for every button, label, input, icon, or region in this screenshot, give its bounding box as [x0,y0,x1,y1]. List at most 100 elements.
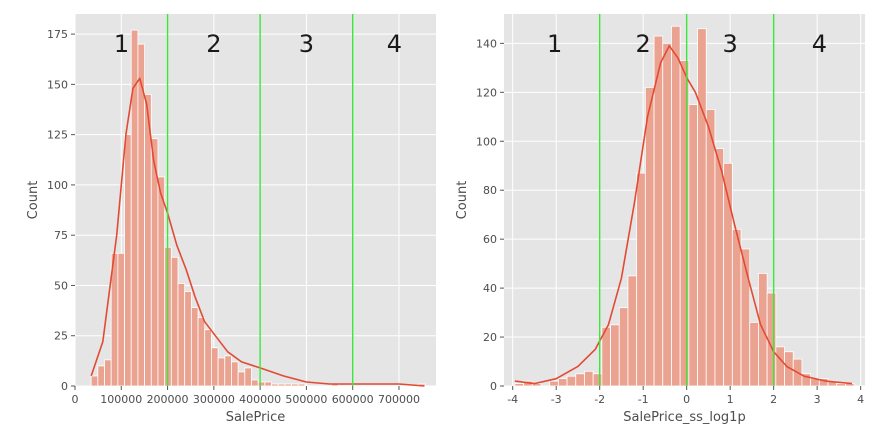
panel-2-y-tick-label: 0 [490,380,497,393]
panel-1-x-tick-label: 100000 [100,393,142,406]
panel-2-histogram-bar [584,370,594,387]
panel-1-y-tick-label: 75 [54,229,68,242]
panel-2-y-tick-label: 120 [476,86,497,99]
panel-1-y-axis-label: Count [26,181,41,220]
panel-1-histogram-bar [284,383,292,387]
panel-2-region-label: 2 [636,30,651,58]
panel-2-histogram-bar [688,104,698,387]
panel-1-x-tick-label: 700000 [378,393,420,406]
panel-2-x-axis-label: SalePrice_ss_log1p [623,410,745,425]
panel-1-x-tick-label: 0 [72,393,79,406]
panel-1-histogram-bar [197,317,206,387]
panel-1-region-label: 2 [206,30,221,58]
panel-2-y-tick-label: 40 [483,282,497,295]
panel-2-region-label: 4 [812,30,827,58]
panel-1-x-tick-label: 600000 [332,393,374,406]
panel-2-y-tick-label: 80 [483,184,497,197]
panel-1-histogram-bar [237,371,246,387]
panel-1-kde-curve [90,77,425,387]
panel-1-y-tick-label: 0 [61,380,68,393]
panel-2-histogram-bar [653,35,664,387]
panel-2-histogram-bar [627,275,638,387]
panel-1-histogram-bar [224,355,232,387]
panel-1-histogram-bar [244,367,252,387]
panel-1-histogram-bar [291,383,299,387]
panel-2-histogram-bar [575,373,585,387]
panel-1-y-tick-label: 50 [54,279,68,292]
panel-2-histogram-bar [775,346,785,387]
panel-2-x-tick-label: 0 [683,393,690,406]
panel-2-histogram-bar [618,307,629,387]
panel-1-x-tick-label: 200000 [147,393,189,406]
panel-1-histogram-bar [264,381,272,387]
panel-1-histogram-bar [97,365,105,387]
panel-2-histogram-bar [836,383,846,387]
panel-1-histogram-bar [90,375,99,387]
panel-2-histogram-bar [662,42,672,387]
panel-1-histogram-bar [104,359,112,387]
panel-2-histogram-bar [705,109,716,387]
panel-1-histogram-bar [157,176,166,387]
panel-2-histogram-bar [592,373,603,387]
panel-1-histogram-bar [204,329,212,387]
panel-2-histogram-bar [610,324,620,387]
panel-1-region-label: 3 [299,30,314,58]
panel-2-x-tick-label: -2 [594,393,605,406]
panel-2-region-label: 3 [723,30,738,58]
panel-2-histogram-bar [749,321,759,387]
panel-1-x-tick-label: 400000 [239,393,281,406]
panel-2-x-tick-label: -4 [507,393,518,406]
panel-2-histogram-bar [740,248,751,387]
panel-1-histogram-bar [210,347,219,387]
panel-2-y-tick-label: 60 [483,233,497,246]
panel-2-histogram-bar [557,378,568,387]
panel-1-histogram-bar [271,383,279,387]
panel-1-histogram-bar [117,252,125,387]
panel-1-histogram-bar [190,307,199,387]
panel-1-histogram-bar [277,383,286,387]
panel-2-x-tick-label: -1 [638,393,649,406]
panel-1-histogram-bar [297,383,306,387]
panel-2-x-tick-label: 3 [814,393,821,406]
panel-2-histogram-bar [679,60,690,387]
panel-1-y-tick-label: 125 [47,129,68,142]
panel-2-x-tick-label: 2 [770,393,777,406]
panel-2-histogram-bar [671,25,681,387]
panel-2-kde-curve [514,45,853,385]
panel-1-histogram-bar [124,134,132,387]
panel-1-x-tick-label: 500000 [285,393,327,406]
panel-1-x-tick-label: 300000 [193,393,235,406]
panel-1-region-label: 4 [387,30,402,58]
panel-2: 1 2 3 4-4 -3 -2 -1 0 1 2 3 4020406080100120140SaleP… [455,14,865,425]
panel-1-histogram-bar [231,361,239,387]
panel-2-histogram-bar [697,28,707,387]
panel-2-histogram-bar [549,380,559,387]
panel-1: 1 2 3 4 0 100000 200000 300000 400000 500000 60000… [26,14,436,425]
panel-1-histogram-bar [177,283,186,387]
panel-1-histogram-bar [217,357,226,387]
panel-1-x-axis-label: SalePrice [226,410,286,425]
panel-2-histogram-bar [644,87,655,387]
panel-2-y-tick-label: 20 [483,331,497,344]
panel-1-y-tick-label: 150 [47,78,68,91]
panel-2-x-tick-label: 4 [857,393,864,406]
panel-2-histogram-bar [566,375,577,387]
panel-2-histogram-bar [731,228,742,387]
panel-1-y-tick-label: 100 [47,179,68,192]
panel-1-histogram-bar [170,256,179,387]
panel-2-x-tick-label: 1 [727,393,734,406]
panel-2-histogram-bar [714,148,725,387]
panel-1-histogram-bar [251,379,259,387]
panel-2-histogram-bar [514,383,524,387]
panel-2-region-label: 1 [547,30,562,58]
panel-2-y-axis-label: Count [455,181,470,220]
panel-2-y-tick-label: 140 [476,37,497,50]
panel-1-histogram-bar [257,381,266,387]
panel-2-x-tick-label: -3 [551,393,562,406]
panel-1-histogram-bar [184,291,192,387]
panel-1-region-label: 1 [114,30,129,58]
panel-1-y-tick-label: 25 [54,330,68,343]
panel-2-histogram-bar [636,172,646,387]
panel-1-y-tick-label: 175 [47,28,68,41]
